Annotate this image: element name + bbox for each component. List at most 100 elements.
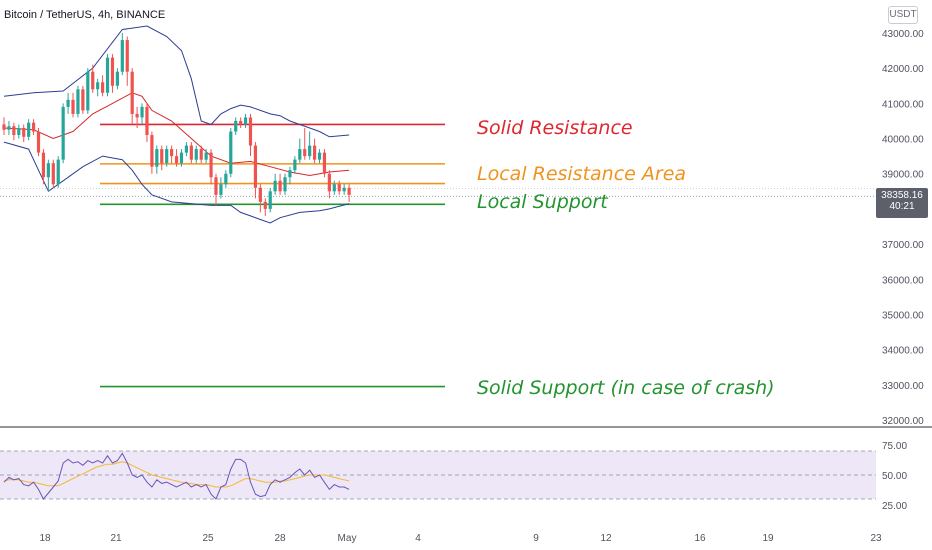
- price-tick-label: 39000.00: [882, 170, 924, 181]
- price-tick-label: 40000.00: [882, 135, 924, 146]
- candle-body: [160, 149, 164, 164]
- candle-body: [36, 131, 41, 153]
- time-tick-label: 9: [533, 533, 539, 544]
- grid: [0, 188, 932, 428]
- candle-body: [66, 99, 70, 107]
- candle-body: [224, 173, 228, 185]
- rsi-ma-line: [3, 461, 350, 488]
- candle-body: [96, 82, 100, 90]
- candle-body: [189, 145, 193, 160]
- level-lines: Solid Resistance Local Resistance Area Loc…: [100, 117, 775, 399]
- candle-body: [115, 71, 119, 86]
- candle-body: [76, 89, 80, 114]
- candlesticks: [2, 33, 351, 216]
- candle-body: [2, 124, 6, 130]
- candle-body: [258, 187, 262, 202]
- bar-countdown: 40:21: [889, 201, 915, 212]
- candle-body: [332, 184, 336, 192]
- candle-body: [130, 71, 134, 114]
- candle-body: [125, 40, 129, 72]
- candle-body: [7, 126, 11, 130]
- candle-body: [105, 57, 110, 93]
- time-tick-label: 4: [415, 533, 421, 544]
- time-tick-label: 21: [110, 533, 122, 544]
- candle-body: [101, 82, 105, 93]
- candle-body: [347, 187, 351, 195]
- time-tick-label: May: [338, 533, 357, 544]
- rsi-tick-label: 75.00: [882, 441, 907, 452]
- price-tick-label: 42000.00: [882, 64, 924, 75]
- candle-body: [145, 106, 149, 136]
- price-tick-label: 32000.00: [882, 416, 924, 427]
- candle-body: [140, 106, 144, 118]
- candle-body: [194, 149, 198, 160]
- candle-body: [31, 122, 36, 132]
- candle-body: [110, 57, 115, 86]
- candle-body: [327, 173, 331, 192]
- candle-body: [91, 71, 95, 90]
- bollinger-upper: [3, 25, 350, 138]
- candle-body: [184, 145, 189, 153]
- time-axis: 18 21 25 28 May 4 9 12 16 19 23: [39, 533, 882, 544]
- price-tick-label: 35000.00: [882, 310, 924, 321]
- rsi-tick-label: 50.00: [882, 471, 907, 482]
- candle-body: [308, 145, 312, 157]
- candle-body: [234, 120, 238, 132]
- candle-body: [322, 152, 327, 174]
- candle-body: [204, 152, 208, 160]
- bollinger-lower: [3, 141, 350, 224]
- time-tick-label: 19: [762, 533, 774, 544]
- candle-body: [317, 152, 322, 160]
- candle-body: [278, 180, 282, 192]
- time-tick-label: 25: [202, 533, 214, 544]
- candle-body: [243, 117, 248, 125]
- candle-body: [273, 180, 277, 192]
- time-tick-label: 28: [274, 533, 286, 544]
- candle-body: [120, 40, 124, 72]
- candle-body: [71, 99, 75, 114]
- price-axis: 43000.00 42000.00 41000.00 40000.00 39000.00…: [882, 29, 924, 512]
- candle-body: [209, 152, 213, 178]
- candle-body: [81, 89, 85, 111]
- rsi-line: [3, 452, 350, 500]
- rsi-tick-label: 25.00: [882, 501, 907, 512]
- candle-body: [263, 201, 267, 209]
- price-tick-label: 34000.00: [882, 346, 924, 357]
- last-price-badge: 38358.16 40:21: [876, 188, 928, 218]
- candle-body: [170, 149, 174, 157]
- candle-body: [337, 184, 341, 192]
- candle-body: [248, 117, 253, 146]
- level-label: Local Resistance Area: [477, 163, 686, 185]
- candle-body: [342, 187, 346, 192]
- currency-badge[interactable]: USDT: [888, 6, 918, 24]
- time-tick-label: 18: [39, 533, 51, 544]
- candle-body: [312, 145, 317, 160]
- candle-body: [283, 177, 287, 192]
- time-tick-label: 23: [870, 533, 882, 544]
- time-tick-label: 12: [600, 533, 612, 544]
- candle-body: [199, 149, 203, 160]
- candle-body: [61, 106, 65, 160]
- level-label: Solid Resistance: [477, 117, 633, 139]
- candle-body: [27, 122, 31, 137]
- price-tick-label: 37000.00: [882, 240, 924, 251]
- last-price: 38358.16: [881, 190, 923, 201]
- candle-body: [293, 159, 297, 171]
- candle-body: [165, 149, 169, 164]
- candle-body: [179, 152, 184, 164]
- rsi-pane: [0, 450, 876, 500]
- price-tick-label: 43000.00: [882, 29, 924, 40]
- level-label: Local Support: [477, 191, 609, 213]
- candle-body: [56, 159, 60, 185]
- candle-body: [174, 156, 179, 164]
- candle-body: [135, 113, 139, 118]
- candle-body: [288, 170, 292, 178]
- symbol-title: Bitcoin / TetherUS, 4h, BINANCE: [4, 9, 166, 21]
- candle-body: [268, 191, 272, 209]
- candle-body: [303, 149, 307, 157]
- candle-body: [51, 163, 55, 185]
- price-tick-label: 41000.00: [882, 99, 924, 110]
- candle-body: [86, 71, 90, 111]
- candle-body: [219, 184, 223, 195]
